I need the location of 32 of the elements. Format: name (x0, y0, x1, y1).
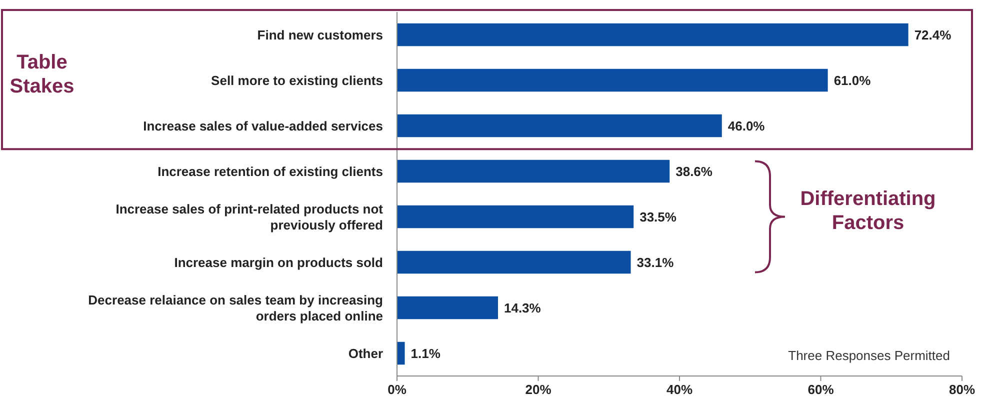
y-tick-label: Increase sales of print-related products not previously offered (116, 201, 384, 232)
x-tick-label: 80% (948, 382, 976, 397)
data-label: 38.6% (676, 164, 713, 179)
data-label: 61.0% (834, 72, 872, 88)
bar (397, 160, 670, 183)
data-label: 46.0% (728, 118, 766, 134)
data-label: 1.1% (410, 346, 441, 361)
y-tick-label: Sell more to existing clients (211, 72, 383, 88)
data-label: 14.3% (504, 300, 542, 316)
x-tick-label: 60% (808, 382, 834, 397)
data-label: 33.1% (636, 254, 674, 270)
y-tick-label: Decrease relaiance on sales team by increasing orders placed online (88, 292, 384, 324)
y-tick-label: Increase margin on products sold (174, 254, 384, 270)
y-tick-label: Find new customers (257, 27, 383, 42)
annotation: Three Responses Permitted (788, 348, 950, 363)
x-tick-label: 20% (525, 382, 552, 397)
annotation: Differentiating Factors (800, 188, 936, 234)
x-tick-label: 40% (666, 382, 693, 397)
bar (397, 296, 498, 320)
data-label: 33.5% (640, 209, 677, 224)
data-label: 72.4% (914, 27, 952, 42)
text: Table Stakes (10, 51, 74, 98)
x-tick-label: 0% (388, 382, 407, 397)
bar (397, 205, 634, 228)
bar (397, 23, 908, 46)
y-tick-label: Other (348, 346, 383, 361)
bar (397, 68, 828, 92)
bar (397, 114, 722, 138)
bar (397, 342, 405, 365)
y-tick-label: Increase sales of value-added services (143, 118, 383, 134)
y-tick-label: Increase retention of existing clients (158, 164, 383, 179)
bar (397, 250, 631, 274)
